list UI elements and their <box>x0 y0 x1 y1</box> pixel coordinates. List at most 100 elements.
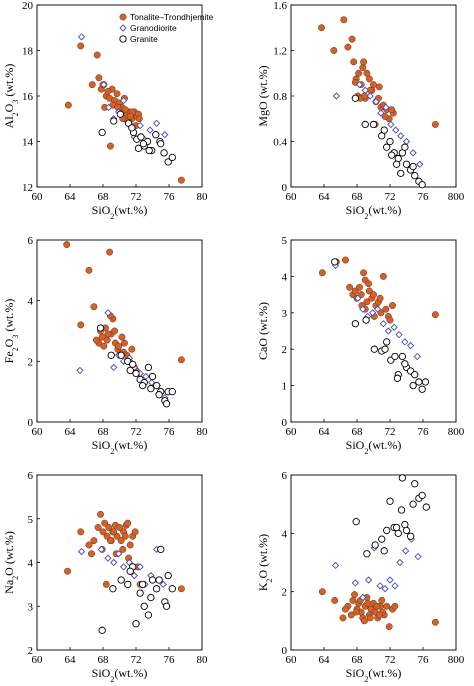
data-point <box>152 131 160 139</box>
data-point <box>157 140 165 148</box>
y-tick-label: 0 <box>282 182 288 194</box>
y-tick-label: 6 <box>28 470 34 482</box>
data-point <box>107 351 115 359</box>
data-point <box>88 81 96 89</box>
scatter-panel-6: 60 64 68 72 76 800 0 2 4 6 SiO2(wt.%) K2O (wt.%) <box>256 470 465 684</box>
data-point <box>131 528 139 536</box>
scatter-panel-2: 60 64 68 72 76 800 0 0.4 0.8 1.2 1.6 SiO2(wt.%) MgO … <box>256 0 465 221</box>
data-point <box>414 553 422 561</box>
data-point <box>157 545 165 554</box>
data-point <box>360 617 368 625</box>
y-tick-label: 6 <box>282 470 288 482</box>
data-point <box>391 352 399 361</box>
y-tick-label: 6 <box>28 235 34 247</box>
data-point <box>144 363 153 372</box>
x-tick-label: 60 <box>286 654 298 666</box>
data-point <box>364 599 372 607</box>
y-axis-label: K2O (wt.%) <box>256 534 274 591</box>
data-point <box>88 550 95 558</box>
data-point <box>361 120 369 129</box>
data-point <box>121 339 128 347</box>
data-point <box>113 90 121 98</box>
y-axis-label: Fe2O3 (wt.%) <box>2 299 20 364</box>
data-point <box>356 283 363 291</box>
x-tick-label: 72 <box>131 654 142 666</box>
data-point <box>136 121 144 130</box>
data-point <box>351 94 359 102</box>
x-tick-label: 72 <box>131 191 142 203</box>
y-axis-label: MgO (wt.%) <box>256 65 270 126</box>
data-point <box>351 579 359 587</box>
data-point <box>406 532 415 540</box>
legend-label: Granodiorite <box>130 23 177 33</box>
data-point <box>378 596 386 604</box>
data-point <box>381 345 389 353</box>
data-point <box>362 316 370 324</box>
data-point <box>101 519 109 527</box>
y-tick-label: 0 <box>28 417 34 429</box>
data-point <box>64 101 72 109</box>
data-point <box>160 149 168 157</box>
y-tick-label: 20 <box>22 0 34 12</box>
data-point <box>90 537 98 545</box>
y-tick-label: 4 <box>28 296 34 308</box>
data-point <box>152 381 161 390</box>
data-point <box>168 585 176 593</box>
data-point <box>351 591 358 599</box>
x-axis-label: SiO2(wt.%) <box>92 666 148 684</box>
series-tonalite-trondhjemite <box>63 241 185 374</box>
data-point <box>105 524 113 531</box>
data-point <box>318 24 325 32</box>
data-point <box>387 120 395 129</box>
data-point <box>378 535 386 543</box>
y-tick-label: 14 <box>22 137 34 149</box>
data-point <box>77 33 86 41</box>
data-point <box>402 160 411 168</box>
series-tonalite-trondhjemite <box>318 16 439 128</box>
data-point <box>177 585 185 593</box>
data-point <box>148 576 157 584</box>
data-point <box>418 491 426 500</box>
data-point <box>100 80 108 89</box>
series-granite <box>331 258 430 393</box>
y-tick-label: 1.2 <box>273 46 287 58</box>
data-point <box>164 158 172 166</box>
data-point <box>363 550 371 558</box>
data-point <box>431 120 439 128</box>
x-tick-label: 80 <box>197 191 209 203</box>
data-point <box>409 149 417 157</box>
data-point <box>363 298 371 306</box>
y-tick-label: 0.8 <box>273 91 287 103</box>
data-point <box>93 51 101 59</box>
data-point <box>63 241 71 249</box>
data-point <box>98 626 106 634</box>
data-point <box>111 327 119 335</box>
x-tick-label: 64 <box>319 191 331 203</box>
data-point <box>390 323 398 331</box>
data-point <box>344 43 352 51</box>
data-point <box>375 611 383 619</box>
data-point <box>124 519 132 527</box>
data-point <box>155 576 163 584</box>
data-point <box>130 571 138 580</box>
data-point <box>369 120 378 129</box>
x-tick-label: 60 <box>32 426 44 438</box>
data-point <box>135 115 143 123</box>
data-point <box>121 532 129 540</box>
data-point <box>366 92 374 100</box>
x-tick-label: 80 <box>197 654 209 666</box>
data-point <box>110 117 118 125</box>
data-point <box>395 331 403 339</box>
x-tick-label: 72 <box>385 426 396 438</box>
series-granite <box>98 545 176 634</box>
plot-frame <box>290 474 457 651</box>
data-point <box>401 360 409 368</box>
y-tick-label: 3 <box>282 308 288 320</box>
x-tick-label: 64 <box>65 654 77 666</box>
data-point <box>116 524 123 531</box>
y-axis-label: Na2O (wt.%) <box>2 531 20 594</box>
data-point <box>119 545 127 553</box>
data-point <box>106 537 114 545</box>
x-axis-label: SiO2(wt.%) <box>92 203 148 221</box>
